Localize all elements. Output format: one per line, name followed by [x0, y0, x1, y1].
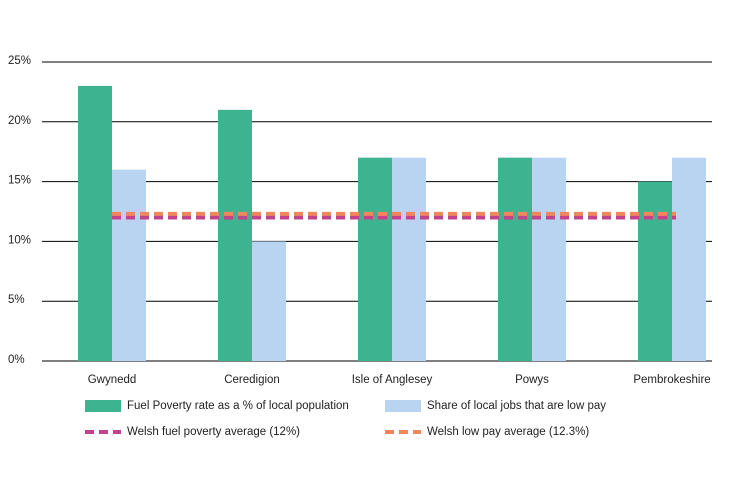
bar	[112, 169, 146, 361]
bar	[218, 109, 252, 361]
x-tick-label: Gwynedd	[88, 374, 137, 386]
legend-swatch	[85, 400, 121, 412]
y-tick-label: 15%	[8, 175, 31, 187]
bar	[498, 157, 532, 361]
legend-swatch	[385, 400, 421, 412]
bar	[392, 157, 426, 361]
legend-label: Welsh fuel poverty average (12%)	[127, 426, 300, 438]
bar	[672, 157, 706, 361]
legend-label: Welsh low pay average (12.3%)	[427, 426, 589, 438]
legend-label: Fuel Poverty rate as a % of local popula…	[127, 400, 349, 412]
bar	[638, 181, 672, 361]
bar	[358, 157, 392, 361]
bar	[78, 85, 112, 362]
x-tick-label: Powys	[515, 374, 549, 386]
x-tick-label: Ceredigion	[224, 374, 280, 386]
x-tick-label: Isle of Anglesey	[352, 374, 433, 386]
y-tick-label: 10%	[8, 234, 31, 246]
legend-label: Share of local jobs that are low pay	[427, 400, 606, 412]
bar	[252, 241, 286, 361]
y-tick-label: 25%	[8, 55, 31, 67]
x-tick-label: Pembrokeshire	[633, 374, 710, 386]
y-tick-label: 0%	[8, 354, 25, 366]
y-tick-label: 20%	[8, 115, 31, 127]
bar	[532, 157, 566, 361]
y-tick-label: 5%	[8, 294, 25, 306]
